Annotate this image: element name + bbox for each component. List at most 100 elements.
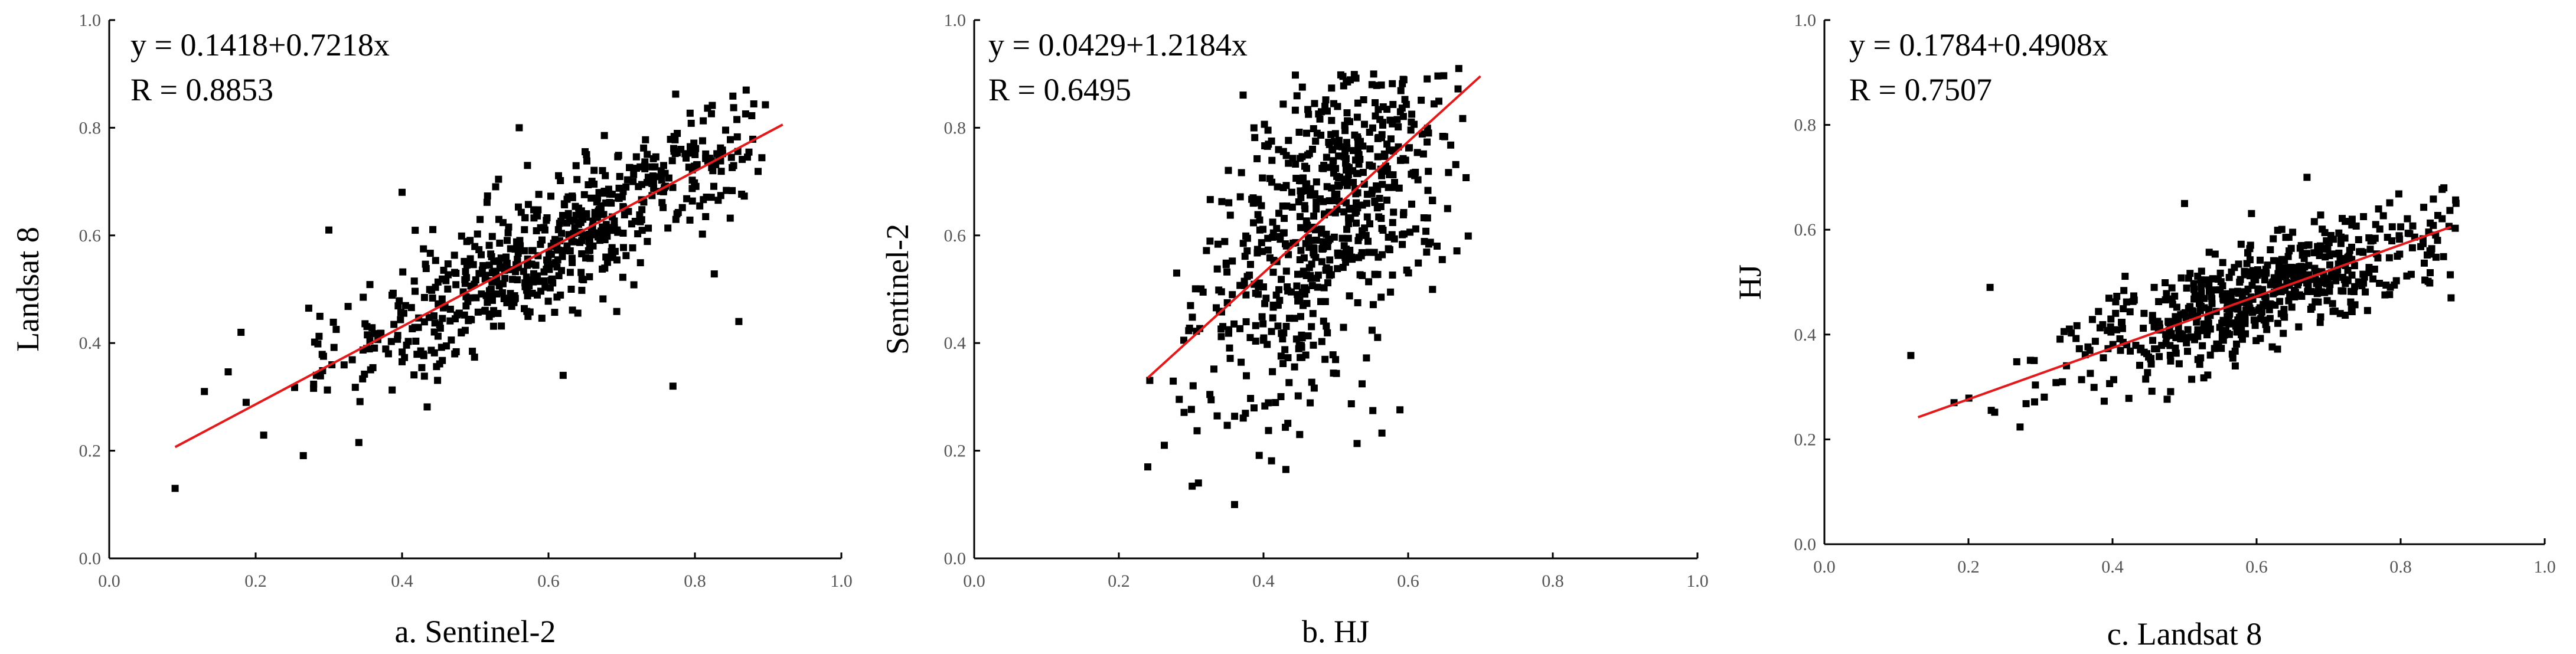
data-point xyxy=(671,136,679,143)
data-point xyxy=(541,226,548,234)
data-point xyxy=(1383,140,1391,148)
data-point xyxy=(1366,129,1373,136)
data-point xyxy=(2327,273,2335,281)
data-point xyxy=(521,279,529,287)
data-point xyxy=(2351,283,2358,290)
data-point xyxy=(613,308,621,315)
data-point xyxy=(2285,297,2293,305)
data-point xyxy=(2166,342,2174,349)
data-point xyxy=(1274,183,1281,191)
data-point xyxy=(1320,284,1328,292)
data-point xyxy=(1269,269,1277,276)
data-point xyxy=(2095,308,2102,315)
data-point xyxy=(574,309,582,317)
data-point xyxy=(1187,302,1194,309)
data-point xyxy=(569,306,576,314)
data-point xyxy=(2171,292,2179,300)
data-point xyxy=(237,329,245,336)
data-point xyxy=(1397,156,1404,164)
data-point xyxy=(434,377,442,384)
data-point xyxy=(2267,246,2274,254)
data-point xyxy=(1422,227,1430,235)
x-tick-label: 0.2 xyxy=(244,571,267,591)
data-point xyxy=(1354,299,1362,306)
data-point xyxy=(1264,126,1272,134)
data-point xyxy=(1176,395,1183,403)
data-point xyxy=(412,338,420,345)
data-point xyxy=(413,351,421,358)
data-point xyxy=(719,150,726,158)
data-point xyxy=(696,202,704,210)
data-point xyxy=(1325,197,1333,205)
data-point xyxy=(1180,336,1187,344)
data-point xyxy=(1206,391,1214,398)
data-point xyxy=(2314,298,2322,306)
data-point xyxy=(1225,329,1232,337)
data-point xyxy=(2228,268,2235,276)
data-point xyxy=(1288,188,1295,196)
data-point xyxy=(2310,218,2318,225)
data-point xyxy=(2120,305,2127,312)
data-point xyxy=(1385,146,1393,154)
data-point xyxy=(1281,215,1288,222)
data-point xyxy=(1282,267,1290,275)
data-point xyxy=(2107,323,2114,331)
x-tick-label: 0.4 xyxy=(391,571,413,591)
x-tick-label: 0.8 xyxy=(2389,557,2412,577)
data-point xyxy=(644,151,651,158)
data-point xyxy=(1249,194,1257,202)
data-point xyxy=(1243,273,1251,280)
y-tick-label: 0.0 xyxy=(944,549,967,568)
data-point xyxy=(2348,272,2356,279)
y-tick-label: 0.0 xyxy=(79,549,102,568)
data-point xyxy=(1253,155,1261,162)
data-point xyxy=(2379,212,2387,220)
data-point xyxy=(1361,120,1368,128)
data-point xyxy=(1318,258,1325,266)
data-point xyxy=(547,192,554,200)
data-point xyxy=(1242,410,1249,417)
data-point xyxy=(2084,343,2092,351)
data-point xyxy=(462,268,469,275)
data-point xyxy=(458,232,465,240)
data-point xyxy=(1441,133,1448,140)
data-point xyxy=(2427,269,2434,276)
data-point xyxy=(492,183,499,191)
data-point xyxy=(520,267,527,275)
data-point xyxy=(430,312,438,320)
data-point xyxy=(1406,144,1413,152)
data-point xyxy=(702,213,710,220)
data-point xyxy=(1335,152,1343,160)
data-point xyxy=(495,175,502,183)
data-point xyxy=(469,261,477,269)
data-point xyxy=(1265,427,1272,434)
data-point xyxy=(1288,203,1296,211)
data-point xyxy=(463,238,471,246)
data-point xyxy=(1243,247,1251,254)
data-point xyxy=(670,145,677,152)
data-point xyxy=(629,178,637,185)
data-point xyxy=(2096,324,2104,332)
data-point xyxy=(635,183,642,191)
data-point xyxy=(2404,215,2411,223)
data-point xyxy=(2175,360,2183,368)
data-point xyxy=(399,358,406,365)
data-point xyxy=(504,237,511,244)
data-point xyxy=(2197,354,2205,362)
data-point xyxy=(687,119,695,127)
data-point xyxy=(636,259,644,267)
data-point xyxy=(2248,282,2256,289)
data-point xyxy=(609,227,616,234)
data-point xyxy=(2090,384,2098,391)
data-point xyxy=(2360,273,2368,281)
data-point xyxy=(2163,290,2170,297)
data-point xyxy=(2274,345,2281,353)
data-point xyxy=(1312,254,1320,261)
data-point xyxy=(514,276,521,283)
data-point xyxy=(1266,254,1274,261)
data-point xyxy=(2196,296,2203,303)
data-point xyxy=(1389,101,1397,108)
data-point xyxy=(1445,169,1452,176)
data-point xyxy=(2197,327,2205,335)
data-point xyxy=(1222,261,1230,269)
